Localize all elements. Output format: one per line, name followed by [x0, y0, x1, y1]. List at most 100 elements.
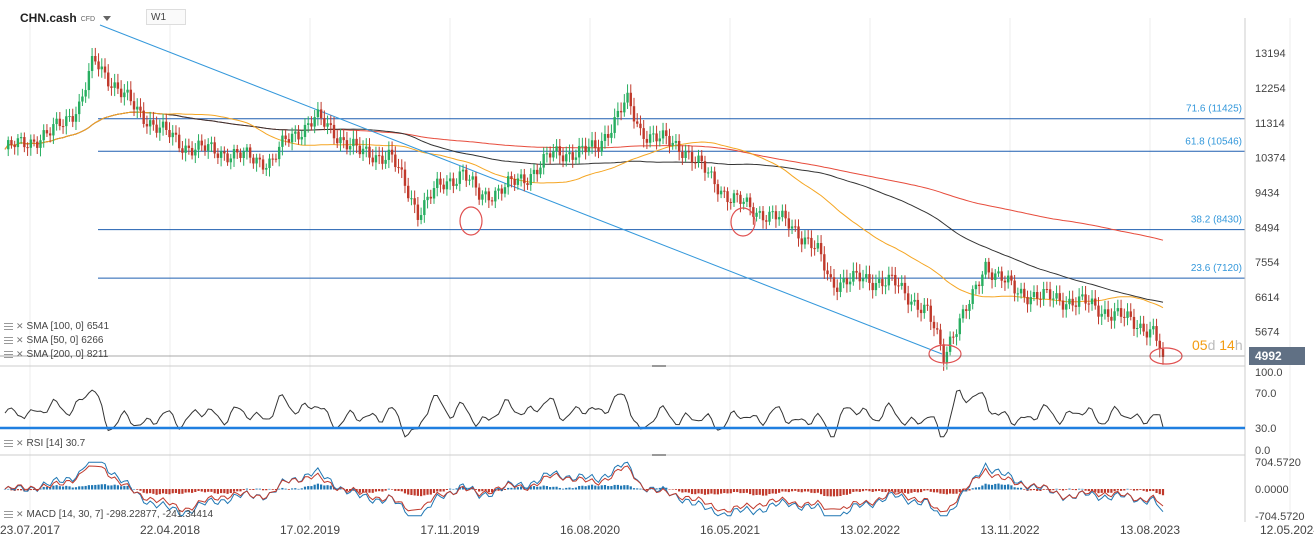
candle-body — [665, 130, 668, 136]
candle-body — [365, 146, 368, 149]
candle-body — [413, 198, 416, 205]
macd-histogram-bar — [1152, 489, 1155, 492]
macd-histogram-bar — [900, 489, 903, 493]
macd-histogram-bar — [55, 485, 58, 490]
candle-body — [626, 92, 629, 103]
candle-body — [558, 146, 562, 156]
candle-body — [316, 109, 320, 118]
macd-histogram-bar — [126, 485, 129, 490]
candle-body — [68, 116, 71, 118]
macd-histogram-bar — [961, 489, 965, 492]
y-tick-label: 7554 — [1255, 257, 1279, 269]
candle-body — [781, 210, 784, 218]
candle-body — [116, 82, 120, 89]
macd-histogram-bar — [197, 489, 200, 491]
candle-body — [1135, 327, 1139, 329]
macd-histogram-bar — [545, 486, 549, 490]
candle-body — [932, 321, 936, 329]
macd-histogram-bar — [561, 488, 565, 490]
macd-histogram-bar — [52, 485, 55, 490]
instrument-header[interactable]: CHN.cash CFD — [20, 10, 112, 26]
macd-histogram-bar — [1081, 488, 1084, 490]
close-icon[interactable]: ✕ — [16, 321, 24, 331]
close-icon[interactable]: ✕ — [16, 335, 24, 345]
candle-body — [874, 283, 878, 291]
candle-body — [968, 303, 971, 311]
settings-icon[interactable] — [4, 323, 13, 330]
legend-rsi[interactable]: ✕ RSI [14] 30.7 — [4, 438, 85, 449]
candle-body — [1016, 293, 1020, 295]
macd-histogram-bar — [442, 489, 445, 492]
settings-icon[interactable] — [4, 337, 13, 344]
candle-body — [358, 145, 362, 155]
macd-histogram-bar — [39, 488, 42, 490]
timeframe-selector[interactable]: W1 — [146, 9, 186, 25]
legend-sma200[interactable]: ✕ SMA [200, 0] 8211 — [4, 349, 108, 360]
candle-body — [71, 116, 74, 122]
candle-body — [923, 304, 926, 314]
candle-body — [819, 243, 823, 255]
macd-histogram-bar — [436, 489, 439, 492]
candle-body — [187, 145, 191, 148]
candle-body — [619, 110, 623, 113]
macd-histogram-bar — [310, 486, 313, 490]
macd-histogram-bar — [761, 489, 765, 496]
candle-body — [987, 261, 991, 273]
candle-body — [310, 123, 313, 127]
candle-body — [97, 61, 100, 70]
candle-body — [858, 272, 861, 282]
candle-body — [581, 145, 584, 147]
legend-macd[interactable]: ✕ MACD [14, 30, 7] -298.22877, -241.3441… — [4, 509, 213, 520]
macd-histogram-bar — [619, 485, 623, 490]
settings-icon[interactable] — [4, 440, 13, 447]
candle-body — [165, 121, 168, 130]
macd-histogram-bar — [868, 489, 871, 492]
candle-body — [326, 123, 329, 127]
macd-histogram-bar — [294, 488, 297, 490]
candle-body — [1145, 331, 1149, 338]
settings-icon[interactable] — [4, 511, 13, 518]
chevron-down-icon[interactable] — [103, 15, 112, 21]
candle-body — [390, 149, 394, 155]
macd-histogram-bar — [1045, 489, 1048, 490]
candle-body — [1029, 297, 1032, 305]
macd-histogram-bar — [665, 487, 668, 490]
y-tick-label: 12254 — [1255, 83, 1286, 95]
candle-body — [261, 159, 265, 170]
highlight-circles — [459, 206, 1183, 365]
macd-histogram-bar — [32, 489, 36, 490]
macd-histogram-bar — [710, 489, 713, 494]
macd-histogram-bar — [110, 485, 113, 490]
candle-body — [671, 142, 674, 146]
macd-histogram-bar — [971, 488, 974, 490]
macd-histogram-bar — [487, 489, 490, 493]
close-icon[interactable]: ✕ — [16, 349, 24, 359]
macd-histogram-bar — [839, 489, 842, 497]
macd-histogram-bar — [852, 489, 855, 492]
candle-body — [758, 211, 761, 213]
candle-body — [1142, 323, 1145, 332]
close-icon[interactable]: ✕ — [16, 438, 24, 448]
macd-histogram-bar — [668, 489, 671, 490]
candle-body — [87, 71, 91, 91]
candle-body — [713, 171, 716, 185]
macd-histogram-bar — [158, 489, 161, 495]
close-icon[interactable]: ✕ — [16, 509, 24, 519]
countdown-hours: 14 — [1219, 337, 1235, 353]
macd-histogram-bar — [829, 489, 832, 497]
candle-body — [277, 146, 281, 160]
settings-icon[interactable] — [4, 351, 13, 358]
legend-sma50[interactable]: ✕ SMA [50, 0] 6266 — [4, 335, 104, 346]
macd-histogram-bar — [990, 484, 994, 490]
candle-body — [981, 274, 984, 287]
candle-body — [603, 133, 607, 141]
legend-value: 8211 — [86, 349, 109, 360]
macd-histogram-bar — [939, 489, 942, 494]
legend-sma100[interactable]: ✕ SMA [100, 0] 6541 — [4, 321, 109, 332]
x-tick-label: 16.08.2020 — [560, 523, 620, 537]
macd-histogram-bar — [674, 489, 678, 490]
x-tick-label: 13.02.2022 — [840, 523, 900, 537]
candle-body — [494, 190, 497, 202]
trendline[interactable] — [99, 24, 943, 355]
